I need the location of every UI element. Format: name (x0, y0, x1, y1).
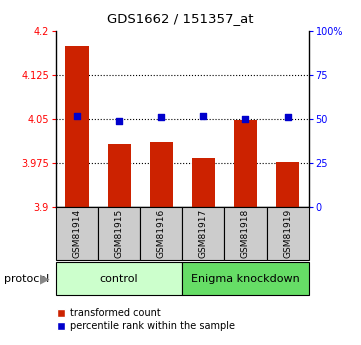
Point (158, 115, 164, 120)
Point (74, 113, 80, 118)
Bar (65, 46, 88, 207)
Point (200, 113, 206, 118)
Bar (150, 142, 173, 207)
Text: GSM81916: GSM81916 (157, 209, 166, 258)
Legend: transformed count, percentile rank within the sample: transformed count, percentile rank withi… (57, 308, 235, 332)
Bar (182, 207, 225, 260)
Text: GSM81919: GSM81919 (283, 209, 292, 258)
Bar (56, 207, 98, 260)
Bar (234, 120, 257, 207)
Bar (225, 207, 266, 260)
Text: GSM81915: GSM81915 (115, 209, 123, 258)
Bar (108, 144, 131, 207)
Text: GSM81917: GSM81917 (199, 209, 208, 258)
Text: GSM81918: GSM81918 (241, 209, 250, 258)
Bar (276, 162, 299, 207)
Point (116, 118, 122, 124)
Text: GSM81914: GSM81914 (73, 209, 82, 258)
Point (285, 115, 291, 120)
Text: ▶: ▶ (40, 272, 50, 285)
Bar (98, 207, 140, 260)
Bar (266, 207, 309, 260)
Point (243, 116, 248, 122)
Text: control: control (100, 274, 138, 284)
Bar (182, 262, 309, 295)
Text: protocol: protocol (4, 274, 49, 284)
Text: Enigma knockdown: Enigma knockdown (191, 274, 300, 284)
Text: GDS1662 / 151357_at: GDS1662 / 151357_at (107, 12, 254, 25)
Bar (140, 207, 182, 260)
Bar (192, 158, 215, 207)
Bar (56, 262, 182, 295)
